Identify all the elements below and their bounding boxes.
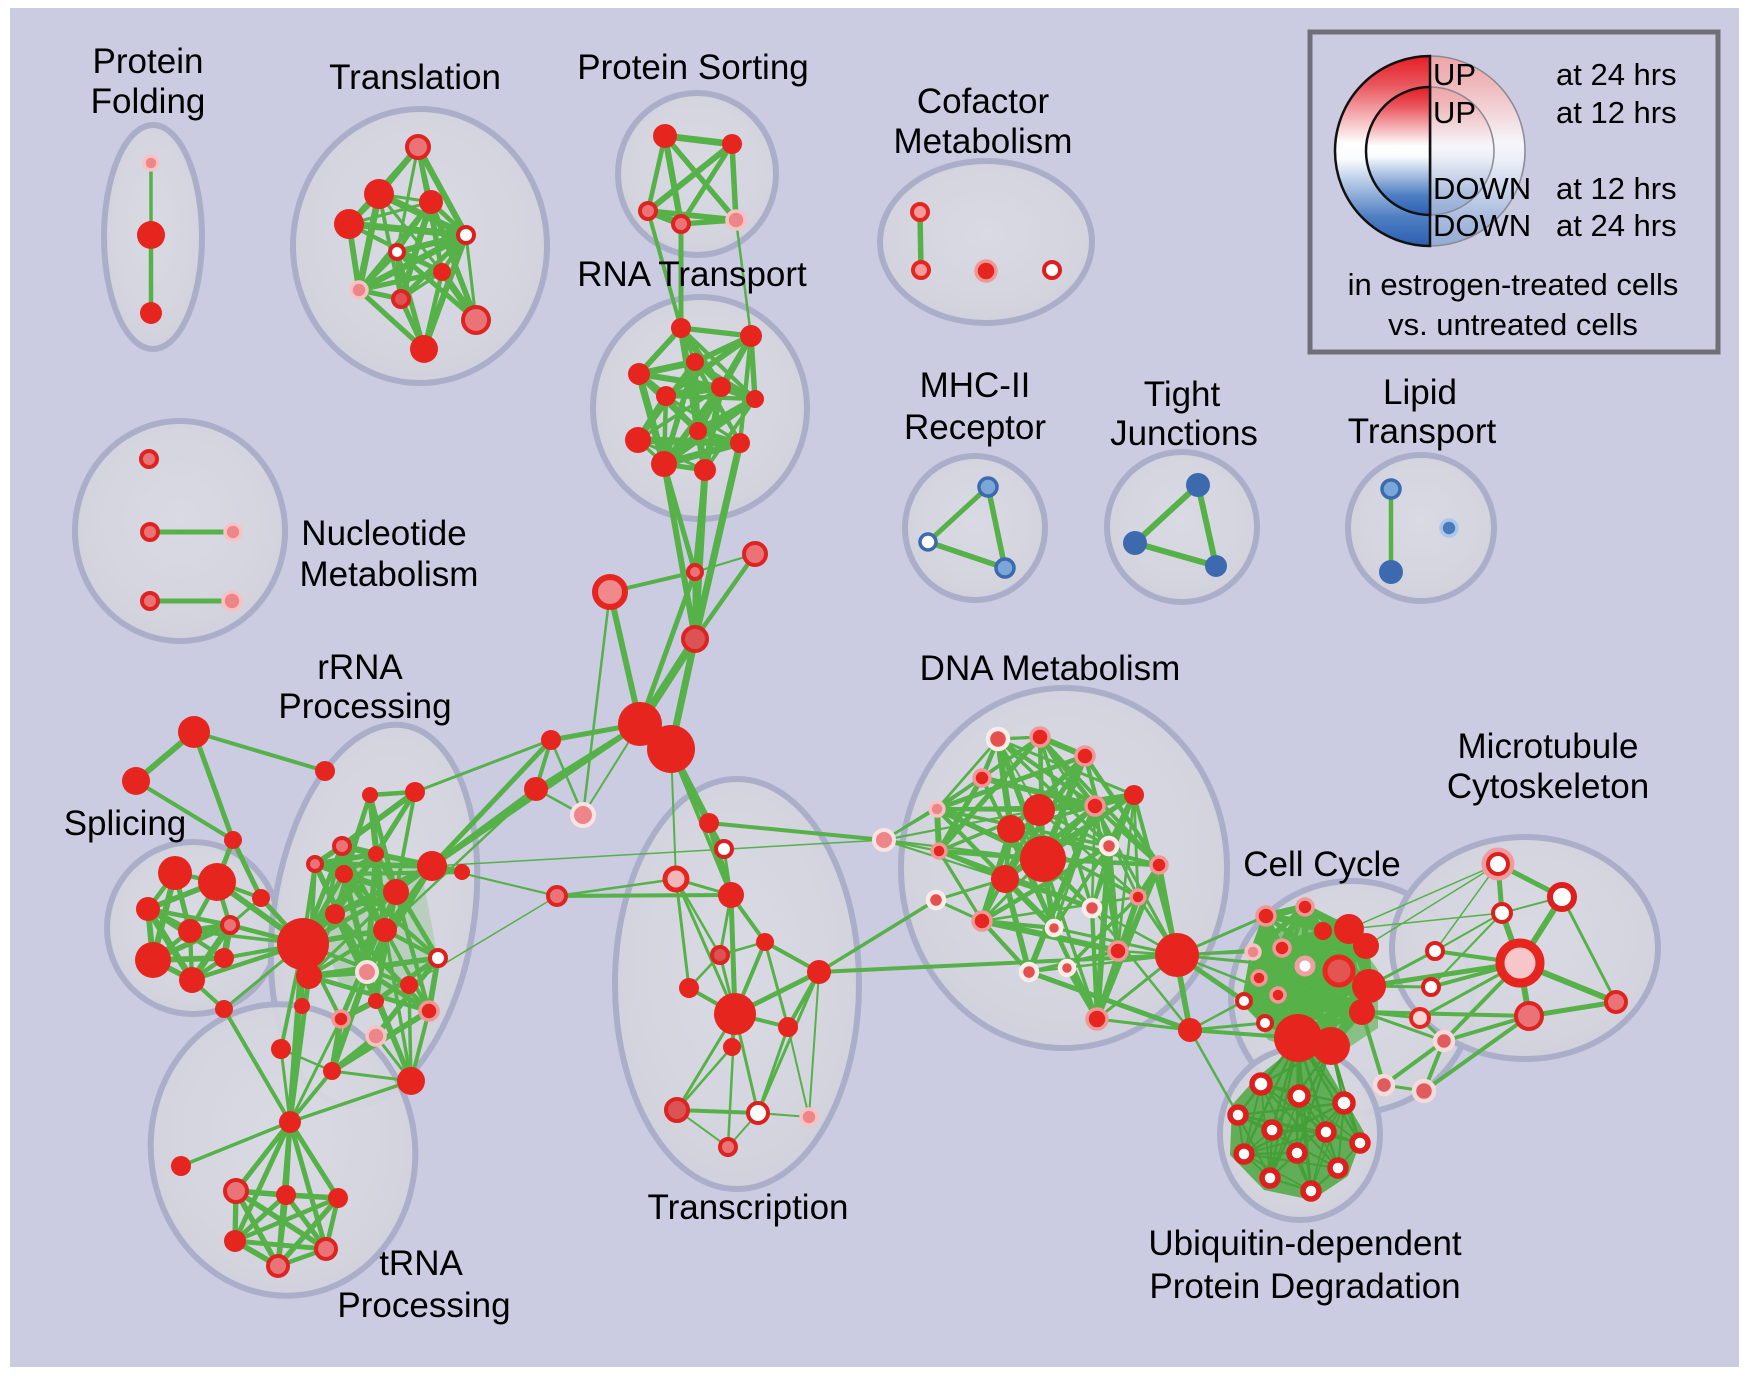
svg-text:at 12 hrs: at 12 hrs — [1556, 95, 1677, 130]
svg-text:Protein Sorting: Protein Sorting — [577, 48, 809, 87]
svg-text:MHC-II: MHC-II — [920, 366, 1031, 405]
svg-text:vs. untreated cells: vs. untreated cells — [1388, 307, 1638, 342]
svg-text:Protein: Protein — [93, 42, 204, 81]
svg-text:at 24 hrs: at 24 hrs — [1556, 208, 1677, 243]
svg-text:DOWN: DOWN — [1433, 208, 1531, 243]
svg-text:in estrogen-treated cells: in estrogen-treated cells — [1348, 267, 1679, 302]
svg-text:Splicing: Splicing — [64, 804, 187, 843]
svg-text:Ubiquitin-dependent: Ubiquitin-dependent — [1148, 1224, 1462, 1263]
svg-text:Microtubule: Microtubule — [1458, 727, 1639, 766]
svg-text:Cytoskeleton: Cytoskeleton — [1447, 767, 1649, 806]
svg-text:Cofactor: Cofactor — [917, 82, 1050, 121]
svg-text:Junctions: Junctions — [1110, 414, 1258, 453]
svg-text:rRNA: rRNA — [317, 648, 403, 687]
svg-text:DNA Metabolism: DNA Metabolism — [920, 649, 1181, 688]
svg-text:RNA Transport: RNA Transport — [577, 255, 807, 294]
svg-text:Metabolism: Metabolism — [894, 122, 1073, 161]
svg-text:Nucleotide: Nucleotide — [301, 514, 466, 553]
svg-text:Protein Degradation: Protein Degradation — [1149, 1267, 1460, 1306]
svg-text:Processing: Processing — [337, 1286, 510, 1325]
svg-text:UP: UP — [1433, 57, 1476, 92]
svg-text:Transcription: Transcription — [648, 1188, 849, 1227]
svg-text:tRNA: tRNA — [379, 1244, 463, 1283]
svg-text:Metabolism: Metabolism — [300, 555, 479, 594]
svg-text:Receptor: Receptor — [904, 408, 1046, 447]
svg-text:Processing: Processing — [278, 687, 451, 726]
svg-text:Translation: Translation — [329, 58, 501, 97]
svg-text:Tight: Tight — [1144, 375, 1221, 414]
svg-text:at 24 hrs: at 24 hrs — [1556, 57, 1677, 92]
svg-text:Cell Cycle: Cell Cycle — [1243, 845, 1401, 884]
svg-text:UP: UP — [1433, 95, 1476, 130]
svg-text:Lipid: Lipid — [1383, 373, 1457, 412]
svg-text:DOWN: DOWN — [1433, 171, 1531, 206]
svg-text:Transport: Transport — [1348, 412, 1497, 451]
svg-text:Folding: Folding — [91, 82, 206, 121]
svg-text:at 12 hrs: at 12 hrs — [1556, 171, 1677, 206]
